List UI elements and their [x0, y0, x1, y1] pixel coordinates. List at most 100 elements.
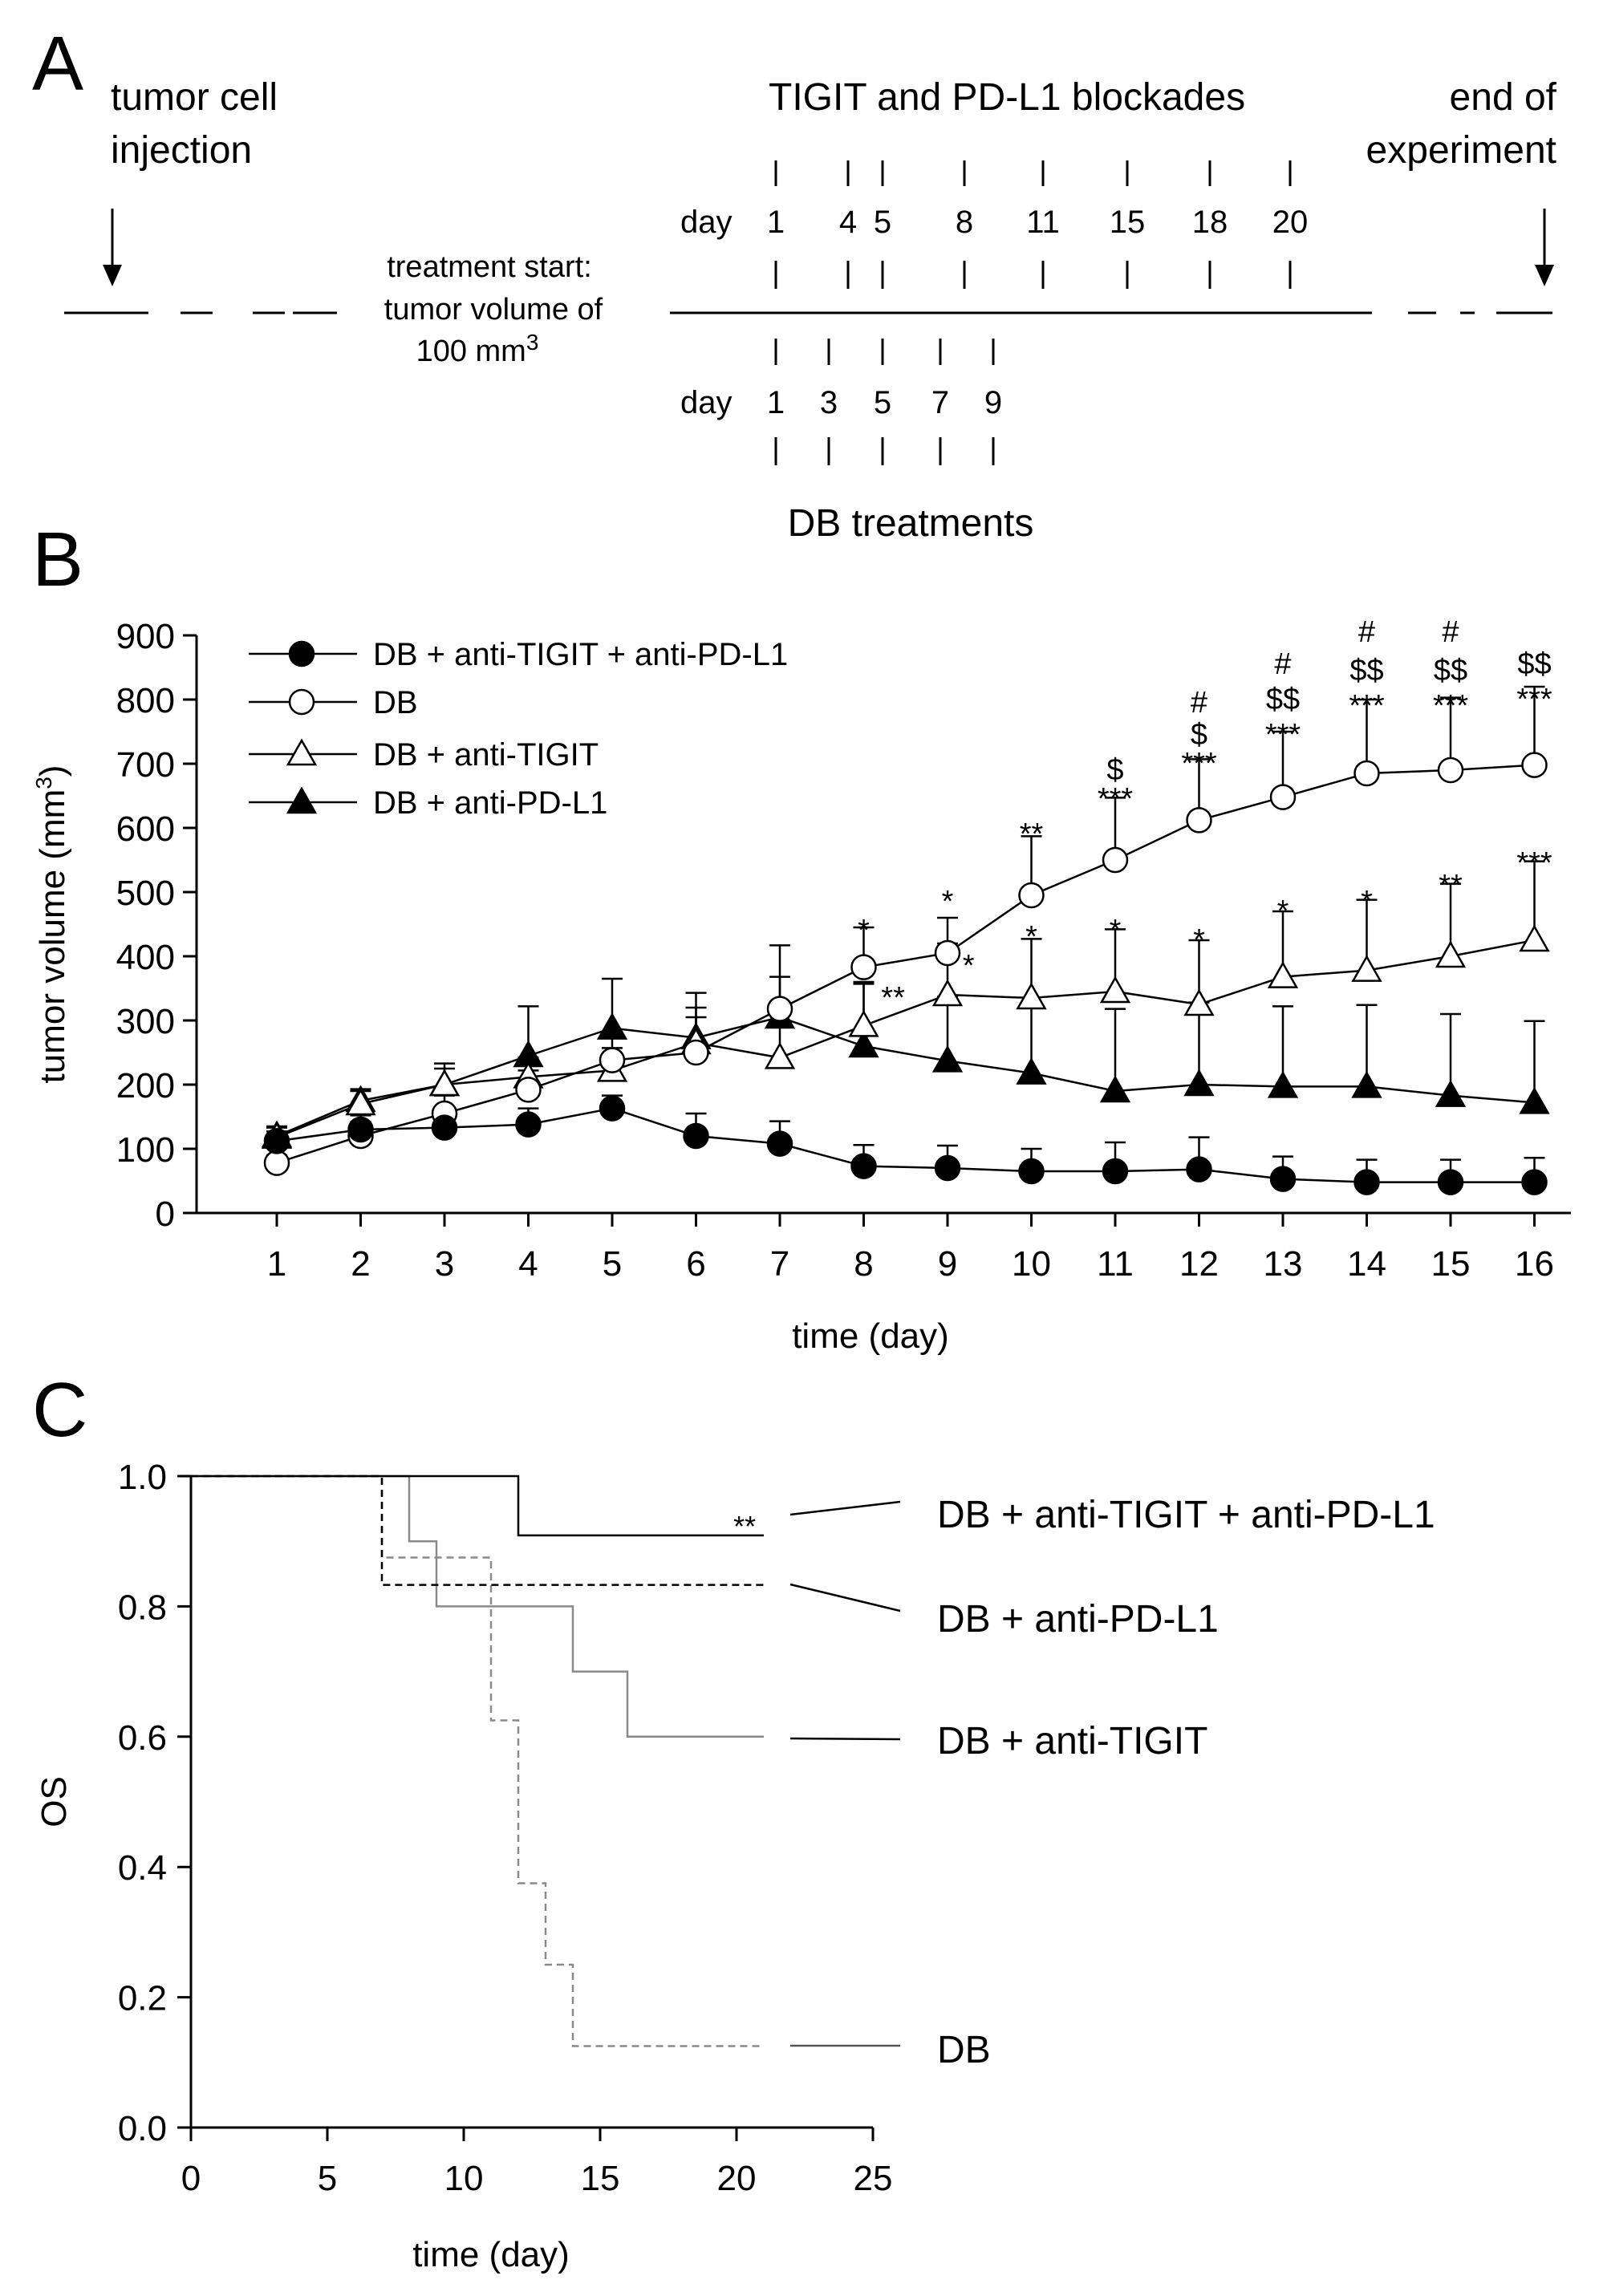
b-point-s3-day10	[1016, 1057, 1047, 1085]
b-legend-marker	[286, 786, 318, 814]
c-annotations: **	[733, 1510, 756, 1543]
b-series-line-3	[276, 1016, 1535, 1138]
b-significance-mark: **	[881, 981, 905, 1015]
b-point-s2-day16	[1519, 924, 1550, 952]
b-point-s0-day4	[515, 1111, 542, 1138]
b-point-s1-day12	[1186, 807, 1212, 834]
b-x-tick-label: 12	[1179, 1244, 1219, 1284]
c-x-tick-label: 5	[318, 2159, 337, 2198]
b-x-tick-label: 3	[435, 1244, 454, 1284]
b-point-s2-day7	[764, 1041, 796, 1069]
b-point-s0-day8	[850, 1153, 877, 1179]
b-point-s2-day11	[1099, 976, 1131, 1004]
b-x-tick-label: 13	[1264, 1244, 1303, 1284]
c-legend-label: DB + anti-TIGIT	[937, 1720, 1207, 1763]
b-point-s1-day14	[1353, 760, 1380, 787]
b-point-s3-day15	[1435, 1080, 1467, 1107]
b-legend-marker	[286, 738, 318, 766]
c-survival-curve-2	[191, 1475, 764, 1738]
b-point-s3-day14	[1351, 1070, 1382, 1098]
b-series-line-1	[276, 764, 1535, 1164]
b-point-s1-day10	[1018, 882, 1045, 909]
b-significance-mark: *	[1277, 894, 1289, 928]
b-point-s0-day3	[431, 1114, 458, 1141]
blockade-day-15: 15	[1110, 205, 1146, 240]
blockade-day-5: 5	[874, 205, 891, 240]
b-significance-mark: *	[942, 885, 954, 919]
b-legend-label: DB	[373, 685, 418, 720]
b-point-s2-day3	[428, 1069, 461, 1097]
b-significance-mark: #	[1442, 615, 1459, 649]
db-day-1: 1	[767, 385, 785, 420]
blockade-title: TIGIT and PD-L1 blockades	[769, 76, 1245, 119]
b-point-s0-day10	[1018, 1158, 1045, 1185]
b-point-s2-day10	[1016, 982, 1047, 1010]
b-significance-mark: ***	[1265, 718, 1301, 752]
b-point-s1-day13	[1269, 784, 1297, 810]
b-y-tick-label: 100	[116, 1130, 175, 1170]
panel-c-chart: C 0.0 0.2 0.4 0.6 0.8 1.0 0 5 10 15 20 25 time (day…	[32, 1367, 1435, 2274]
c-y-tick-label: 1.0	[118, 1458, 167, 1497]
b-point-s0-day16	[1521, 1169, 1548, 1195]
panel-c-label: C	[32, 1367, 87, 1453]
c-survival-curve-0	[191, 1475, 764, 1537]
b-significance-mark: $$	[1434, 654, 1467, 688]
b-x-tick-label: 1	[267, 1244, 286, 1284]
c-legend-leader	[789, 1583, 901, 1612]
b-y-tick-label: 400	[116, 938, 175, 977]
b-y-axis-title: tumor volume (mm3)	[31, 765, 72, 1084]
b-point-s0-day7	[766, 1130, 793, 1157]
b-y-tick-label: 700	[116, 745, 175, 785]
blockade-day-1: 1	[767, 205, 785, 240]
b-x-tick-label: 15	[1431, 1244, 1471, 1284]
b-point-s3-day16	[1519, 1086, 1550, 1114]
b-point-s2-day14	[1351, 955, 1382, 982]
b-point-s3-day9	[931, 1045, 964, 1073]
c-x-tick-label: 15	[581, 2159, 620, 2198]
b-y-tick-label: 600	[116, 809, 175, 849]
b-significance-mark: $$	[1266, 683, 1300, 716]
b-x-tick-label: 11	[1097, 1244, 1134, 1284]
treatment-start-line1: treatment start:	[387, 250, 592, 284]
b-x-tick-label: 14	[1347, 1244, 1386, 1284]
b-point-s2-day13	[1267, 961, 1299, 988]
b-x-tick-label: 16	[1515, 1244, 1554, 1284]
b-point-s3-day8	[848, 1030, 879, 1058]
b-significance-mark: ***	[1516, 846, 1552, 880]
b-significance-mark: ***	[1349, 689, 1385, 723]
b-point-s0-day15	[1437, 1169, 1464, 1195]
panel-a-label: A	[32, 21, 83, 107]
b-point-s2-day12	[1183, 988, 1215, 1016]
b-point-s1-day15	[1437, 757, 1464, 784]
b-point-s0-day11	[1102, 1158, 1129, 1185]
end-experiment-label-line2: experiment	[1366, 129, 1556, 172]
b-x-tick-label: 5	[603, 1244, 622, 1284]
b-legend-label: DB + anti-TIGIT + anti-PD-L1	[373, 637, 788, 672]
end-experiment-label-line1: end of	[1450, 76, 1557, 119]
b-significance-mark: $$	[1517, 647, 1551, 681]
c-y-axis-title: OS	[34, 1776, 74, 1827]
b-significance-mark: *	[1025, 920, 1037, 954]
c-survival-curve-3	[191, 1475, 764, 2047]
b-point-s2-day2	[345, 1088, 376, 1116]
c-legend-label: DB + anti-PD-L1	[937, 1598, 1219, 1641]
c-ticks: 0.0 0.2 0.4 0.6 0.8 1.0 0 5 10 15 20 25	[118, 1458, 893, 2198]
c-legend: DB + anti-TIGIT + anti-PD-L1 DB + anti-PD…	[789, 1494, 1435, 2071]
b-point-s0-day13	[1269, 1166, 1297, 1192]
b-point-s2-day8	[848, 1009, 879, 1037]
b-point-s0-day14	[1353, 1169, 1380, 1195]
b-significance-mark: $	[1106, 753, 1123, 787]
b-point-s3-day13	[1267, 1070, 1299, 1098]
b-y-tick-label: 500	[116, 874, 175, 913]
panel-a-timeline: A tumor cell injection end of experiment…	[32, 21, 1557, 545]
c-significance-mark: **	[733, 1510, 756, 1543]
c-x-tick-label: 25	[854, 2159, 893, 2198]
b-significance-mark: ***	[1098, 782, 1134, 816]
c-x-tick-label: 10	[444, 2159, 484, 2198]
b-y-tick-label: 0	[156, 1195, 175, 1234]
b-x-tick-label: 4	[518, 1244, 538, 1284]
c-legend-leader	[789, 1737, 901, 1741]
b-point-s0-day6	[683, 1122, 709, 1150]
db-day-label: day	[680, 385, 733, 420]
